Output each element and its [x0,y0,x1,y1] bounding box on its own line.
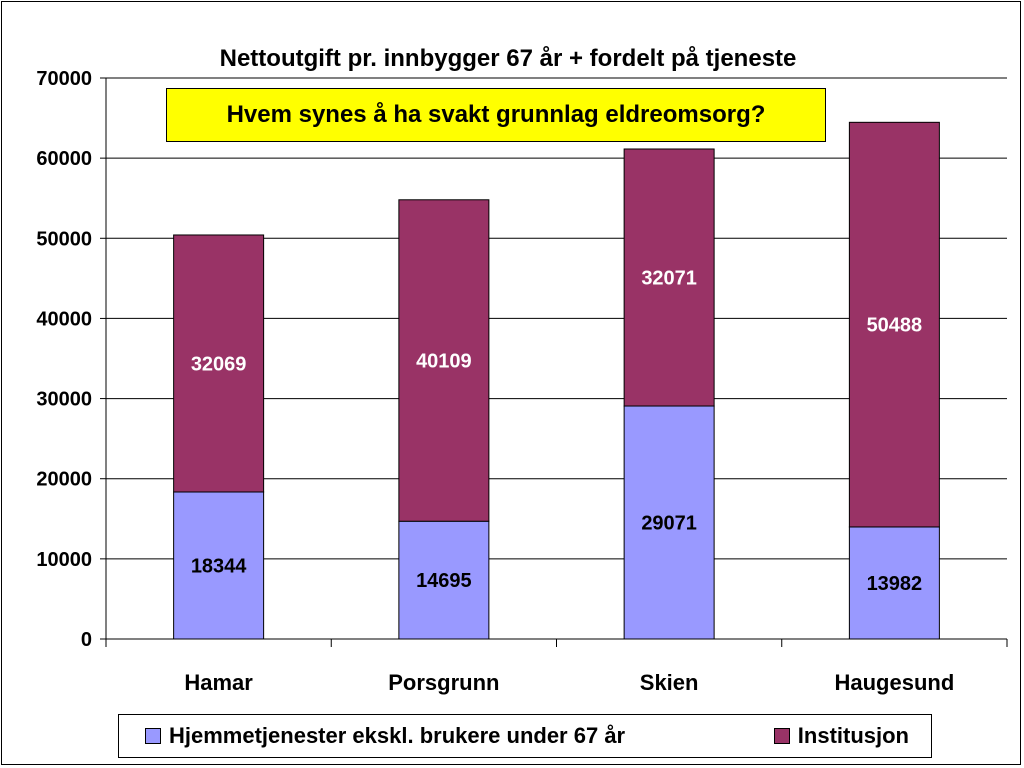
legend-swatch [773,728,790,744]
legend-item-hjemmetjenester: Hjemmetjenester ekskl. brukere under 67 … [145,723,625,749]
legend-label: Hjemmetjenester ekskl. brukere under 67 … [169,723,626,748]
data-label: 40109 [416,351,472,373]
y-tick-label: 50000 [36,228,92,250]
y-tick-label: 0 [81,629,92,651]
legend-item-institusjon: Institusjon [773,723,909,749]
data-label: 13982 [867,573,923,595]
bar-segment [623,405,715,640]
data-label: 32071 [641,268,697,290]
y-tick-label: 30000 [36,389,92,411]
legend: Hjemmetjenester ekskl. brukere under 67 … [118,714,932,758]
bar-segment [848,526,940,640]
y-tick-label: 40000 [36,308,92,330]
data-label: 50488 [867,315,923,337]
x-tick-label: Skien [640,670,699,695]
bar-segment [398,520,490,640]
x-tick-label: Porsgrunn [388,670,499,695]
legend-swatch [145,728,161,744]
chart-title: Nettoutgift pr. innbygger 67 år + fordel… [220,45,797,72]
bar-segment [173,234,265,493]
data-label: 29071 [641,513,697,535]
y-tick-label: 10000 [36,549,92,571]
y-tick-label: 70000 [36,68,92,90]
bar-segment [623,148,715,407]
annotation-box: Hvem synes å ha svakt grunnlag eldreomso… [166,88,826,142]
bar-segment [173,491,265,640]
y-tick-label: 20000 [36,469,92,491]
bar-segment [398,199,490,522]
data-label: 14695 [416,570,472,592]
bar-segment [848,121,940,528]
annotation-text: Hvem synes å ha svakt grunnlag eldreomso… [226,101,766,128]
data-label: 32069 [191,353,247,375]
x-tick-label: Hamar [184,670,253,695]
legend-label: Institusjon [797,723,909,748]
y-tick-label: 60000 [36,148,92,170]
x-tick-label: Haugesund [834,670,954,695]
data-label: 18344 [191,555,247,577]
